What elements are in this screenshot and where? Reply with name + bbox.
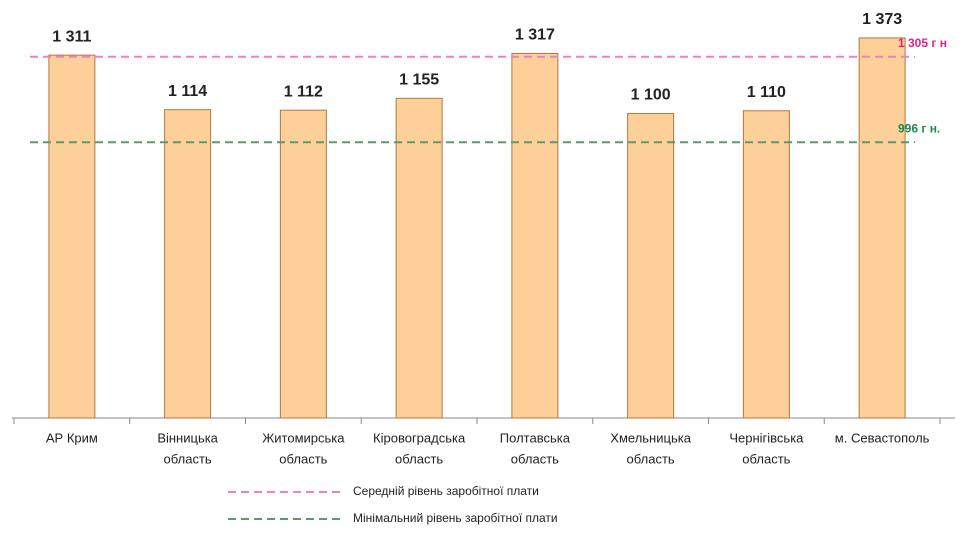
value-label: 1 100 xyxy=(631,87,671,104)
value-label: 1 155 xyxy=(399,72,439,89)
x-tick-label: м. Севастополь xyxy=(835,430,930,445)
bar xyxy=(742,110,790,419)
reference-label: 1 305 г н xyxy=(898,36,947,50)
x-tick-label: Житомирська xyxy=(262,430,345,445)
value-label: 1 110 xyxy=(747,84,786,101)
x-tick-label: Чернігівська xyxy=(729,430,804,445)
x-tick-label: область xyxy=(164,451,212,466)
value-label: 1 114 xyxy=(168,83,207,100)
bar xyxy=(279,109,327,419)
x-tick-label: область xyxy=(395,451,443,466)
bar xyxy=(511,52,559,419)
x-tick-label: область xyxy=(279,451,327,466)
value-label: 1 112 xyxy=(284,83,323,100)
value-label: 1 317 xyxy=(515,27,555,44)
bar xyxy=(858,37,906,419)
x-tick-label: область xyxy=(742,451,790,466)
bar xyxy=(164,109,212,419)
reference-label: 996 г н. xyxy=(898,121,940,135)
legend-label: Мінімальний рівень заробітної плати xyxy=(353,511,558,525)
x-tick-label: Хмельницька xyxy=(610,430,691,445)
x-tick-label: область xyxy=(511,451,559,466)
value-label: 1 311 xyxy=(52,28,91,45)
x-tick-label: АР Крим xyxy=(46,430,98,445)
legend-label: Середній рівень заробітної плати xyxy=(353,484,539,498)
bar xyxy=(48,54,96,419)
x-tick-label: Вінницька xyxy=(157,430,218,445)
bar xyxy=(395,97,443,419)
x-tick-label: Кіровоградська xyxy=(373,430,466,445)
bar xyxy=(627,113,675,419)
x-tick-label: область xyxy=(627,451,675,466)
x-tick-label: Полтавська xyxy=(500,430,571,445)
value-label: 1 373 xyxy=(862,11,902,28)
